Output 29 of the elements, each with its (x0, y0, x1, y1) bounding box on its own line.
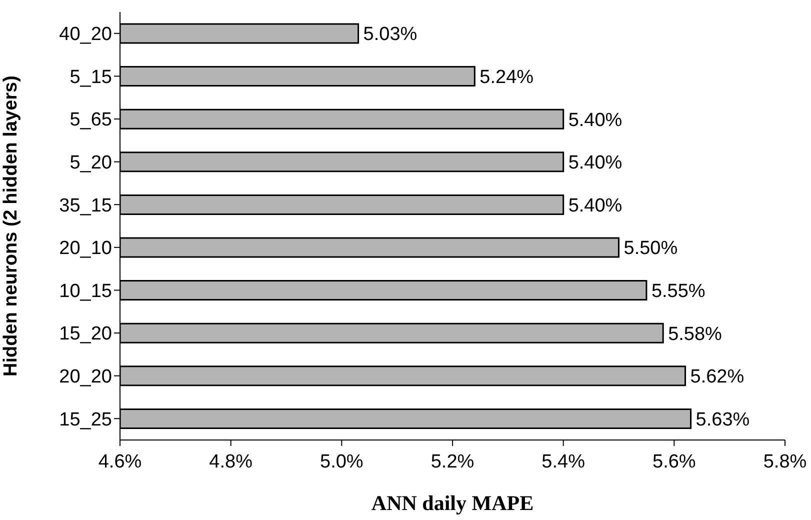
y-tick-label: 10_15 (59, 280, 112, 302)
data-label: 5.24% (480, 67, 534, 88)
x-tick-label: 5.2% (430, 451, 474, 472)
data-label: 5.63% (696, 409, 750, 430)
data-label: 5.58% (668, 324, 722, 345)
x-axis-title: ANN daily MAPE (371, 491, 534, 515)
y-axis-title: Hidden neurons (2 hidden layers) (0, 76, 22, 376)
data-label: 5.40% (568, 152, 622, 174)
data-label: 5.40% (568, 195, 622, 216)
y-tick-label: 40_20 (59, 24, 112, 46)
y-tick-label: 5_20 (70, 152, 112, 174)
x-tick-label: 4.8% (209, 451, 253, 472)
y-tick-label: 15_25 (59, 409, 112, 430)
x-tick-label: 5.8% (763, 451, 807, 472)
data-label: 5.55% (651, 281, 706, 302)
x-tick-label: 4.6% (98, 451, 142, 472)
y-tick-label: 5_15 (70, 66, 112, 88)
y-tick-label: 15_20 (59, 324, 112, 345)
data-label: 5.50% (624, 238, 678, 260)
y-tick-label: 35_15 (59, 195, 112, 216)
y-tick-label: 20_20 (59, 366, 112, 388)
data-label: 5.03% (363, 24, 418, 46)
x-tick-label: 5.0% (320, 451, 364, 472)
x-tick-label: 5.6% (652, 451, 696, 472)
x-tick-label: 5.4% (542, 451, 586, 472)
data-label: 5.40% (568, 110, 622, 131)
data-label: 5.62% (690, 366, 744, 388)
y-tick-label: 5_65 (70, 110, 112, 131)
y-tick-label: 20_10 (59, 238, 112, 260)
